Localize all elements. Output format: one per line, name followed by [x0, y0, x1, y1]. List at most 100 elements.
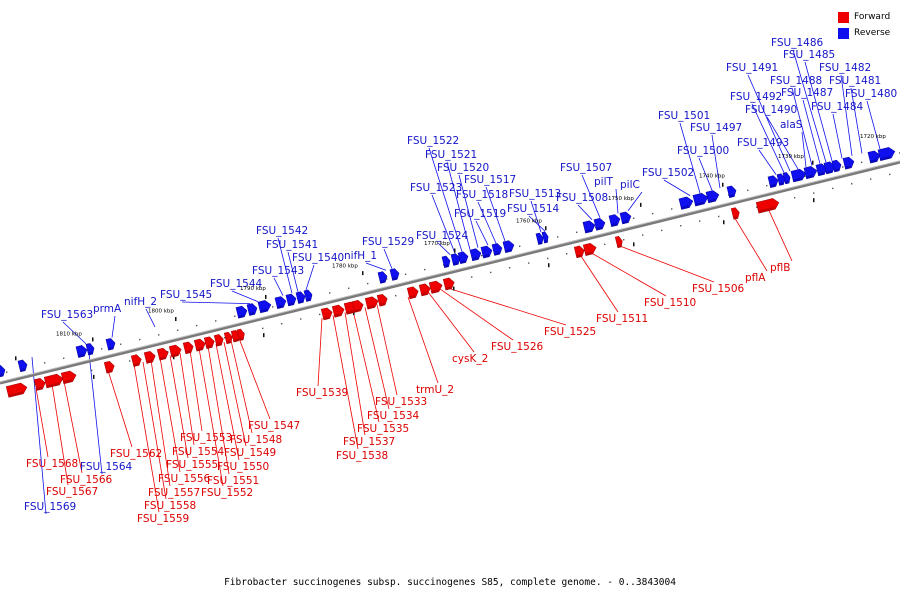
reverse-gene-glyph — [619, 211, 632, 225]
gene-label-fsu-1540: FSU_1540 — [292, 252, 344, 264]
reverse-gene-glyph — [502, 240, 515, 254]
leader-line — [332, 315, 359, 450]
leader-line — [767, 208, 793, 262]
gene-label-alas: alaS — [780, 119, 803, 131]
leader-line — [150, 359, 171, 487]
backbone-dot — [766, 184, 768, 187]
tick-mark — [548, 263, 550, 268]
forward-gene-glyph — [376, 293, 388, 307]
leader-line — [445, 287, 567, 326]
tick-mark — [723, 220, 725, 225]
reverse-gene-glyph — [867, 150, 881, 164]
legend-forward-swatch — [838, 11, 849, 23]
leader-line — [663, 179, 691, 196]
gene-label-fsu-1553: FSU_1553 — [180, 432, 232, 444]
leader-line — [866, 100, 881, 150]
forward-gene-glyph — [730, 207, 740, 220]
backbone-dot — [196, 324, 198, 327]
gene-label-fsu-1533: FSU_1533 — [375, 396, 427, 408]
leader-line — [231, 290, 259, 303]
backbone-dot — [139, 338, 141, 341]
gene-label-fsu-1507: FSU_1507 — [560, 162, 612, 174]
leader-line — [792, 49, 827, 163]
backbone-dot — [557, 236, 559, 238]
backbone-dot — [547, 257, 549, 260]
reverse-gene-glyph — [105, 338, 116, 351]
gene-label-fsu-1525: FSU_1525 — [544, 326, 596, 338]
gene-label-fsu-1543: FSU_1543 — [252, 265, 304, 277]
gene-label-fsu-1514: FSU_1514 — [507, 203, 559, 215]
leader-line — [376, 304, 398, 396]
forward-gene-glyph — [755, 198, 780, 214]
leader-line — [801, 131, 807, 168]
backbone-dot — [680, 225, 682, 227]
reverse-gene-glyph — [85, 343, 95, 356]
leader-line — [589, 251, 667, 297]
gene-label-fsu-1491: FSU_1491 — [726, 62, 778, 74]
gene-label-fsu-1501: FSU_1501 — [658, 110, 710, 122]
forward-gene-glyph — [320, 307, 333, 321]
reverse-gene-glyph — [776, 173, 786, 186]
backbone-dot — [813, 192, 815, 194]
gene-label-fsu-1485: FSU_1485 — [783, 49, 835, 61]
leader-line — [277, 237, 293, 294]
leader-line — [840, 74, 853, 156]
gene-label-fsu-1488: FSU_1488 — [770, 75, 822, 87]
tick-mark — [93, 374, 95, 379]
leader-line — [791, 87, 813, 166]
gene-label-fsu-1566: FSU_1566 — [60, 474, 112, 486]
leader-line — [627, 191, 643, 212]
leader-line — [615, 188, 619, 214]
leader-line — [344, 312, 366, 436]
forward-gene-glyph — [103, 361, 115, 374]
leader-line — [198, 348, 224, 487]
backbone-dot — [177, 329, 179, 331]
gene-label-fsu-1558: FSU_1558 — [144, 500, 196, 512]
reverse-gene-glyph — [582, 220, 596, 234]
leader-line — [528, 215, 546, 232]
legend-reverse-swatch — [838, 27, 849, 39]
gene-glyphs — [0, 147, 896, 398]
forward-gene-glyph — [614, 235, 623, 249]
backbone-dot — [329, 292, 331, 294]
backbone-dot — [576, 231, 578, 233]
leader-line — [458, 174, 479, 248]
kbp-tick-label: 1800 kbp — [148, 309, 174, 315]
backbone-dot — [652, 212, 654, 215]
leader-line — [62, 321, 87, 345]
leader-line — [530, 200, 542, 233]
gene-label-fsu-1552: FSU_1552 — [201, 487, 253, 499]
gene-label-fsu-1550: FSU_1550 — [217, 461, 269, 473]
gene-label-fsu-1549: FSU_1549 — [224, 447, 276, 459]
backbone-dot — [804, 175, 806, 178]
leader-line — [383, 248, 393, 269]
leader-line — [145, 308, 156, 328]
reverse-gene-glyph — [608, 214, 621, 227]
gene-label-fsu-1554: FSU_1554 — [172, 446, 224, 458]
reverse-gene-glyph — [842, 156, 855, 170]
leader-line — [364, 307, 390, 410]
forward-gene-glyph — [182, 341, 194, 355]
reverse-gene-glyph — [790, 168, 807, 183]
gene-label-fsu-1563: FSU_1563 — [41, 309, 93, 321]
tick-mark — [92, 337, 94, 342]
gene-label-fsu-1520: FSU_1520 — [437, 162, 489, 174]
backbone-dot — [158, 334, 160, 336]
leader-line — [579, 254, 619, 313]
gene-label-fsu-1486: FSU_1486 — [771, 37, 823, 49]
backbone-dot — [718, 215, 720, 218]
leader-line — [802, 99, 821, 164]
reverse-gene-glyph — [457, 251, 469, 265]
forward-gene-glyph — [351, 299, 364, 313]
backbone-dot — [633, 217, 635, 219]
backbone-dot — [870, 178, 872, 180]
tick-mark — [454, 248, 456, 253]
forward-gene-glyph — [236, 328, 245, 341]
reverse-gene-glyph — [285, 293, 297, 307]
backbone-dot — [129, 360, 131, 362]
gene-label-fsu-1568: FSU_1568 — [26, 458, 78, 470]
gene-label-fsu-1544: FSU_1544 — [210, 278, 262, 290]
gene-label-fsu-1519: FSU_1519 — [454, 208, 506, 220]
reverse-gene-glyph — [377, 271, 388, 284]
